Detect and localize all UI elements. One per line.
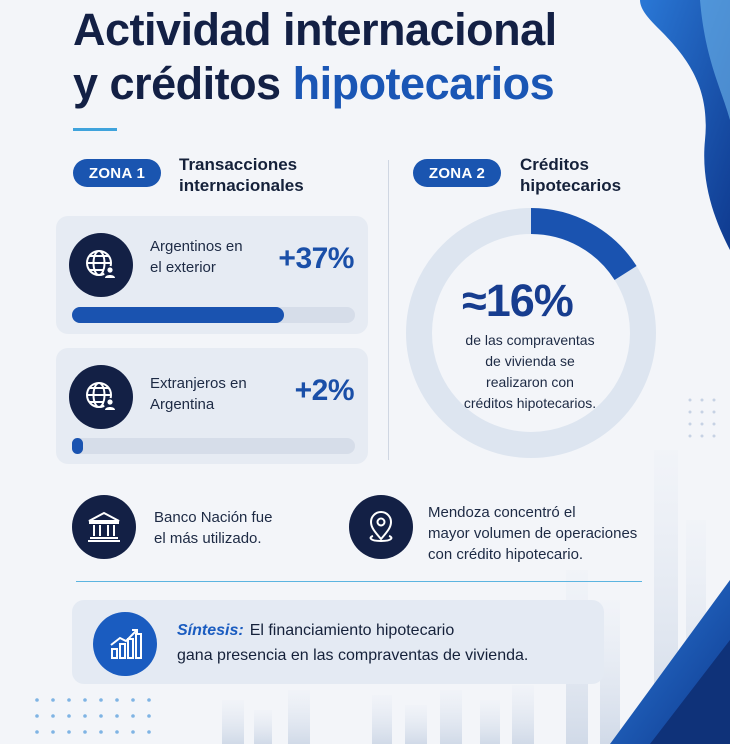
- donut-description: de las compraventas de vivienda se reali…: [440, 330, 620, 414]
- progress-fill-extranjeros: [72, 438, 84, 454]
- donut-text-line-2: de vivienda se: [485, 353, 575, 369]
- zone-1-badge: ZONA 1: [73, 159, 161, 187]
- location-pin-icon: [349, 495, 413, 559]
- stat-label-line-1: Argentinos en: [150, 238, 243, 255]
- stat-value-argentinos: +37%: [278, 242, 354, 275]
- stat-card-argentinos: Argentinos en el exterior +37%: [56, 216, 368, 334]
- zone-1-title-line-1: Transacciones: [179, 155, 298, 174]
- zone-1-title: Transacciones internacionales: [179, 154, 304, 196]
- dot-grid: [35, 698, 151, 734]
- fact-line-3: con crédito hipotecario.: [428, 546, 584, 563]
- fact-banco-nacion: Banco Nación fue el más utilizado.: [154, 507, 272, 549]
- synthesis-line-2: gana presencia en las compraventas de vi…: [177, 647, 529, 664]
- globe-user-icon: [69, 233, 133, 297]
- zone-2-title-line-2: hipotecarios: [520, 176, 622, 195]
- progress-track-extranjeros: [72, 438, 355, 454]
- fact-mendoza: Mendoza concentró el mayor volumen de op…: [428, 502, 637, 565]
- zone-2-badge: ZONA 2: [413, 159, 501, 187]
- page-title-accent: hipotecarios: [292, 58, 555, 109]
- stat-label-argentinos: Argentinos en el exterior: [150, 236, 243, 278]
- donut-chart: [406, 208, 656, 458]
- zone-divider: [388, 160, 389, 460]
- donut-text-line-4: créditos hipotecarios.: [463, 395, 597, 411]
- stat-label-extranjeros: Extranjeros en Argentina: [150, 373, 247, 415]
- stat-label-line-2: Argentina: [150, 396, 215, 413]
- fact-line-1: Banco Nación fue: [154, 509, 273, 526]
- page-title-line-2: y créditos hipotecarios: [73, 58, 555, 110]
- top-right-wave: [640, 0, 730, 250]
- synthesis-line-1: Síntesis: El financiamiento hipotecario: [177, 622, 454, 640]
- progress-fill-argentinos: [72, 307, 285, 323]
- fact-line-2: mayor volumen de operaciones: [428, 525, 638, 542]
- stat-label-line-2: el exterior: [150, 259, 216, 276]
- globe-user-icon: [69, 365, 133, 429]
- skyline-decoration: [222, 450, 706, 744]
- fact-line-1: Mendoza concentró el: [428, 504, 576, 521]
- stat-value-extranjeros: +2%: [294, 374, 355, 407]
- zone-2-title-line-1: Créditos: [520, 155, 589, 174]
- page-title-plain: y créditos: [73, 58, 293, 109]
- stat-label-line-1: Extranjeros en: [150, 375, 247, 392]
- zone-1-title-line-2: internacionales: [179, 176, 304, 195]
- donut-segment: [530, 208, 637, 281]
- title-underline: [73, 128, 117, 131]
- stat-card-extranjeros: Extranjeros en Argentina +2%: [56, 348, 368, 464]
- donut-text-line-1: de las compraventas: [465, 332, 595, 348]
- donut-text-line-3: realizaron con: [486, 374, 574, 390]
- fact-line-2: el más utilizado.: [154, 530, 262, 547]
- dot-grid-right: [688, 398, 716, 438]
- donut-value: ≈16%: [462, 275, 574, 326]
- growth-chart-icon: [93, 612, 157, 676]
- progress-track-argentinos: [72, 307, 355, 323]
- synthesis-label: Síntesis:: [177, 622, 244, 639]
- synthesis-text-1: El financiamiento hipotecario: [249, 622, 455, 639]
- page-title-line-1: Actividad internacional: [73, 4, 557, 55]
- section-divider: [76, 581, 642, 582]
- zone-2-title: Créditos hipotecarios: [520, 154, 621, 196]
- bank-icon: [72, 495, 136, 559]
- synthesis-box: Síntesis: El financiamiento hipotecario g…: [72, 600, 604, 684]
